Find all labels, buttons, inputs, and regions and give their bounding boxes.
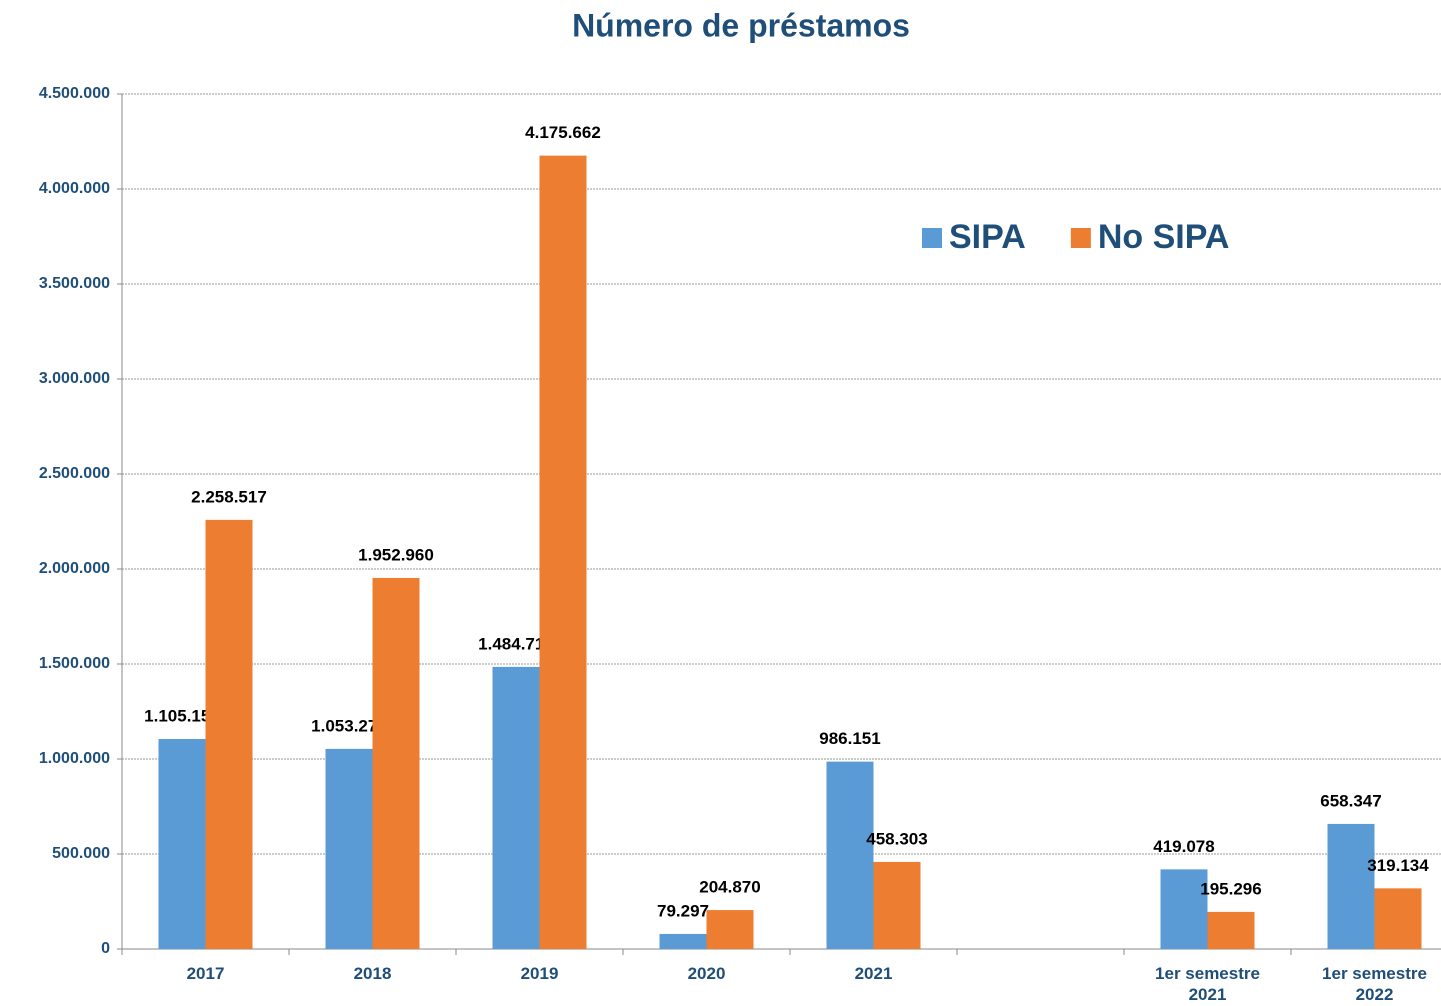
bar	[1207, 911, 1255, 949]
y-tick-label: 0	[101, 940, 110, 957]
data-label: 4.175.662	[525, 123, 601, 142]
data-label: 1.105.152	[144, 707, 220, 726]
bar	[826, 761, 874, 949]
data-label: 419.078	[1153, 837, 1214, 856]
x-tick-label: 1er semestre 2021	[1155, 964, 1260, 1004]
legend-label: No SIPA	[1098, 218, 1230, 256]
y-tick-label: 4.000.000	[39, 180, 110, 197]
bar	[158, 739, 206, 949]
bar	[1327, 823, 1375, 949]
bar	[492, 666, 540, 949]
legend-swatch	[922, 228, 942, 248]
bar	[706, 910, 754, 949]
bar	[205, 519, 253, 949]
x-tick-label: 2018	[353, 964, 392, 983]
data-label: 79.297	[657, 901, 709, 920]
y-tick-label: 500.000	[52, 845, 110, 862]
data-label: 458.303	[866, 829, 927, 848]
y-tick-label: 3.000.000	[39, 370, 110, 387]
data-label: 1.952.960	[358, 545, 434, 564]
bar	[1374, 888, 1422, 949]
data-label: 204.870	[699, 878, 760, 897]
x-tick-label: 1er semestre 2022	[1322, 964, 1427, 1004]
data-label: 1.484.716	[478, 634, 554, 653]
data-label: 986.151	[819, 729, 880, 748]
y-tick-label: 4.500.000	[39, 85, 110, 102]
y-tick-label: 2.000.000	[39, 560, 110, 577]
data-label: 195.296	[1200, 879, 1261, 898]
x-tick-label: 2019	[520, 964, 559, 983]
y-tick-label: 1.500.000	[39, 655, 110, 672]
bar	[873, 861, 921, 949]
y-tick-label: 3.500.000	[39, 275, 110, 292]
x-tick-label: 2021	[854, 964, 893, 983]
bar	[539, 155, 587, 950]
data-label: 658.347	[1320, 791, 1381, 810]
bar	[659, 933, 707, 949]
bar	[372, 577, 420, 949]
chart-title: Número de préstamos	[572, 7, 910, 43]
bar	[325, 748, 373, 949]
legend-swatch	[1070, 228, 1091, 248]
legend-label: SIPA	[949, 218, 1026, 256]
data-label: 2.258.517	[191, 487, 267, 506]
data-label: 319.134	[1367, 856, 1429, 875]
y-tick-label: 1.000.000	[39, 750, 110, 767]
bar	[1160, 869, 1208, 949]
x-tick-label: 2017	[186, 964, 225, 983]
data-label: 1.053.278	[311, 716, 387, 735]
x-tick-label: 2020	[687, 964, 726, 983]
y-tick-label: 2.500.000	[39, 465, 110, 482]
